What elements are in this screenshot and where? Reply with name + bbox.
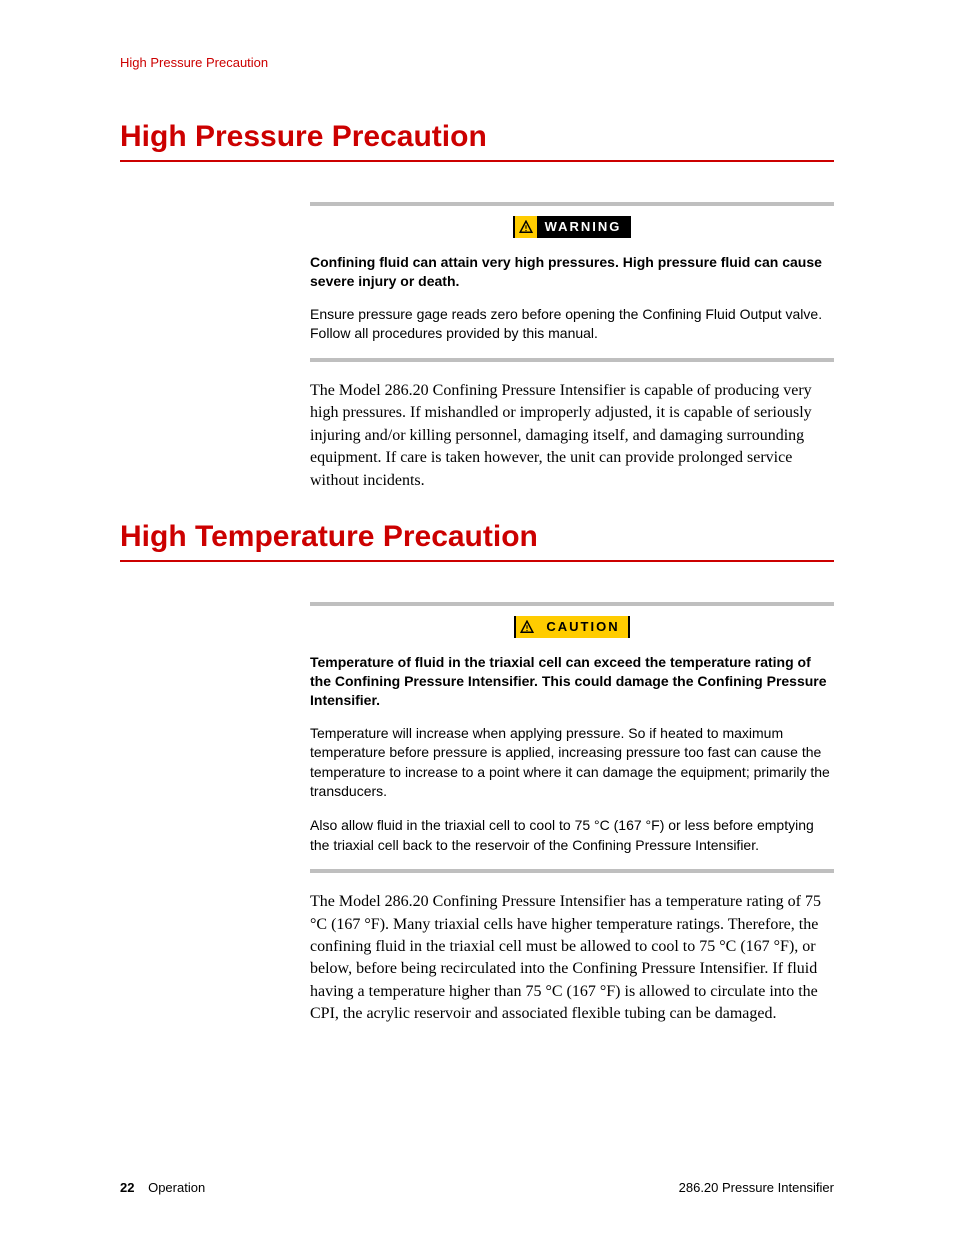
caution-body-2: Also allow fluid in the triaxial cell to… [310, 816, 834, 855]
warning-badge-label: WARNING [537, 216, 630, 238]
caution-callout: CAUTION Temperature of fluid in the tria… [310, 602, 834, 873]
callout-bottom-rule [310, 358, 834, 362]
alert-triangle-icon [515, 216, 537, 238]
footer-left: 22 Operation [120, 1180, 205, 1195]
callout-bottom-rule [310, 869, 834, 873]
warning-callout: WARNING Confining fluid can attain very … [310, 202, 834, 362]
warning-badge: WARNING [513, 216, 632, 238]
warning-body-1: Ensure pressure gage reads zero before o… [310, 305, 834, 344]
section-title-high-temperature: High Temperature Precaution [120, 520, 834, 562]
page-number: 22 [120, 1180, 134, 1195]
section-title-high-pressure: High Pressure Precaution [120, 120, 834, 162]
caution-headline: Temperature of fluid in the triaxial cel… [310, 653, 834, 710]
caution-badge-label: CAUTION [538, 616, 627, 638]
caution-badge: CAUTION [514, 616, 629, 638]
high-pressure-body: The Model 286.20 Confining Pressure Inte… [310, 380, 834, 492]
footer-right: 286.20 Pressure Intensifier [679, 1180, 834, 1195]
high-temperature-body: The Model 286.20 Confining Pressure Inte… [310, 891, 834, 1025]
caution-body-1: Temperature will increase when applying … [310, 724, 834, 802]
chapter-name: Operation [148, 1180, 205, 1195]
running-header: High Pressure Precaution [120, 55, 834, 70]
callout-top-rule [310, 602, 834, 606]
warning-headline: Confining fluid can attain very high pre… [310, 253, 834, 291]
callout-top-rule [310, 202, 834, 206]
alert-triangle-icon [516, 616, 538, 638]
page-footer: 22 Operation 286.20 Pressure Intensifier [120, 1180, 834, 1195]
